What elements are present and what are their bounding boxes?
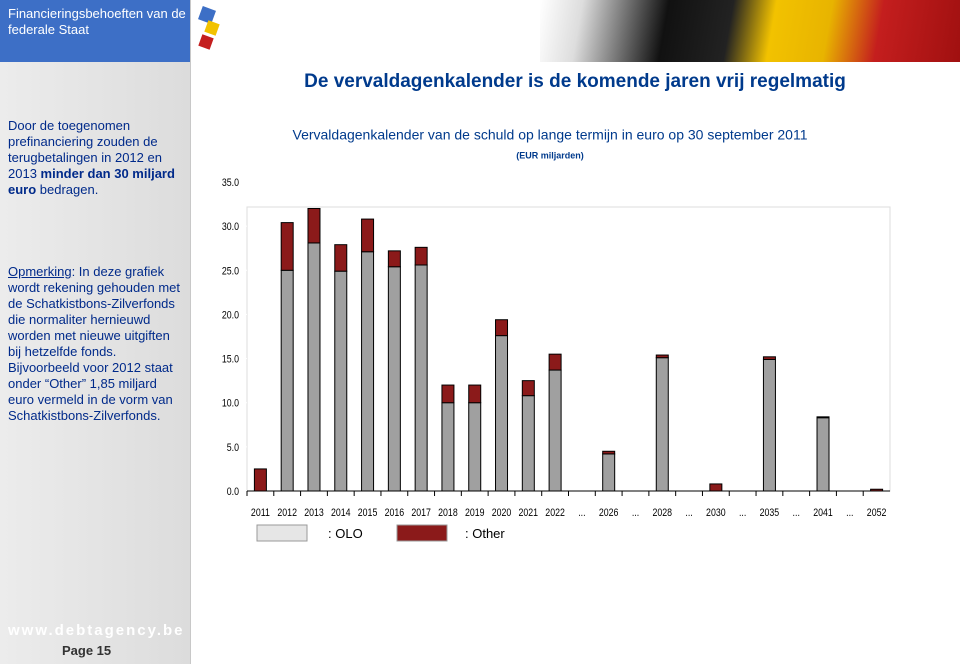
x-tick-label: ... <box>739 507 746 519</box>
chart-subtitle: (EUR miljarden) <box>516 150 584 160</box>
x-tick-label: ... <box>578 507 585 519</box>
note: Door de toegenomen prefinanciering zoude… <box>8 118 186 198</box>
x-tick-label: 2028 <box>652 507 672 519</box>
logo <box>196 6 222 50</box>
x-tick-label: ... <box>793 507 800 519</box>
x-tick-label: 2041 <box>813 507 833 519</box>
bar-segment <box>709 483 723 492</box>
bar-segment <box>816 417 830 492</box>
flag <box>540 0 960 62</box>
bar-segment <box>280 222 294 271</box>
section-label: Financieringsbehoeften van de federale S… <box>0 0 190 62</box>
legend-swatch <box>256 524 308 542</box>
bar-segment <box>602 453 616 492</box>
bar-segment <box>495 319 509 337</box>
y-tick-label: 10.0 <box>222 398 240 410</box>
bar-segment <box>387 266 401 492</box>
x-tick-label: 2012 <box>277 507 297 519</box>
bar-segment <box>521 380 535 397</box>
bar-segment <box>387 250 401 268</box>
x-tick-label: ... <box>846 507 853 519</box>
y-tick-label: 35.0 <box>222 177 240 189</box>
bar-segment <box>334 270 348 492</box>
text: Opmerking <box>8 264 72 279</box>
x-tick-label: 2015 <box>358 507 378 519</box>
bar-segment <box>307 207 321 244</box>
bar-segment <box>334 244 348 272</box>
text: minder dan 30 miljard euro <box>8 166 175 197</box>
bar-segment <box>361 218 375 253</box>
x-tick-label: 2016 <box>385 507 405 519</box>
x-tick-label: ... <box>685 507 692 519</box>
chart-title: Vervaldagenkalender van de schuld op lan… <box>293 127 808 143</box>
bar-segment <box>361 251 375 492</box>
x-tick-label: 2017 <box>411 507 431 519</box>
bar-segment <box>468 402 482 492</box>
bar-segment <box>655 357 669 492</box>
y-tick-label: 15.0 <box>222 354 240 366</box>
x-tick-label: 2018 <box>438 507 458 519</box>
y-tick-label: 30.0 <box>222 221 240 233</box>
bar-segment <box>521 395 535 492</box>
x-tick-label: ... <box>632 507 639 519</box>
text: : In deze grafiek wordt rekening gehoude… <box>8 264 181 423</box>
sidebar: Financieringsbehoeften van de federale S… <box>0 0 191 664</box>
x-tick-label: 2022 <box>545 507 565 519</box>
bar-segment <box>816 416 830 419</box>
legend-swatch <box>396 524 448 542</box>
bar-segment <box>441 402 455 492</box>
bar-segment <box>253 468 267 492</box>
y-tick-label: 0.0 <box>227 486 240 498</box>
bar-segment <box>655 354 669 359</box>
x-tick-label: 2011 <box>251 507 270 519</box>
x-tick-label: 2052 <box>867 507 887 519</box>
y-tick-label: 20.0 <box>222 310 240 322</box>
bar-segment <box>548 369 562 492</box>
bar-segment <box>414 246 428 266</box>
x-tick-label: 2019 <box>465 507 485 519</box>
bar-segment <box>441 384 455 404</box>
page-number: Page 15 <box>62 643 112 658</box>
bar-segment <box>762 358 776 492</box>
x-tick-label: 2020 <box>492 507 512 519</box>
bar-segment <box>602 450 616 455</box>
bar-segment <box>870 488 884 492</box>
bar-segment <box>762 356 776 360</box>
x-tick-label: 2035 <box>760 507 780 519</box>
bar-segment <box>414 264 428 492</box>
x-tick-label: 2014 <box>331 507 351 519</box>
bar-segment <box>280 269 294 492</box>
slide-title: De vervaldagenkalender is de komende jar… <box>304 71 846 92</box>
x-tick-label: 2013 <box>304 507 324 519</box>
url: www.debtagency.be <box>8 622 185 639</box>
x-tick-label: 2021 <box>519 507 539 519</box>
x-tick-label: 2030 <box>706 507 726 519</box>
chart: Vervaldagenkalender van de schuld op lan… <box>222 127 891 542</box>
bar-segment <box>468 384 482 404</box>
y-tick-label: 25.0 <box>222 265 240 277</box>
legend-label: : OLO <box>328 526 363 541</box>
y-tick-label: 5.0 <box>227 442 240 454</box>
bar-segment <box>307 242 321 492</box>
legend-label: : Other <box>465 526 505 541</box>
bar-segment <box>548 353 562 371</box>
bar-segment <box>495 335 509 492</box>
text: bedragen. <box>36 182 99 197</box>
x-tick-label: 2026 <box>599 507 619 519</box>
note: Opmerking: In deze grafiek wordt rekenin… <box>8 264 186 424</box>
text: Door de toegenomen prefinanciering zoude… <box>8 118 162 181</box>
